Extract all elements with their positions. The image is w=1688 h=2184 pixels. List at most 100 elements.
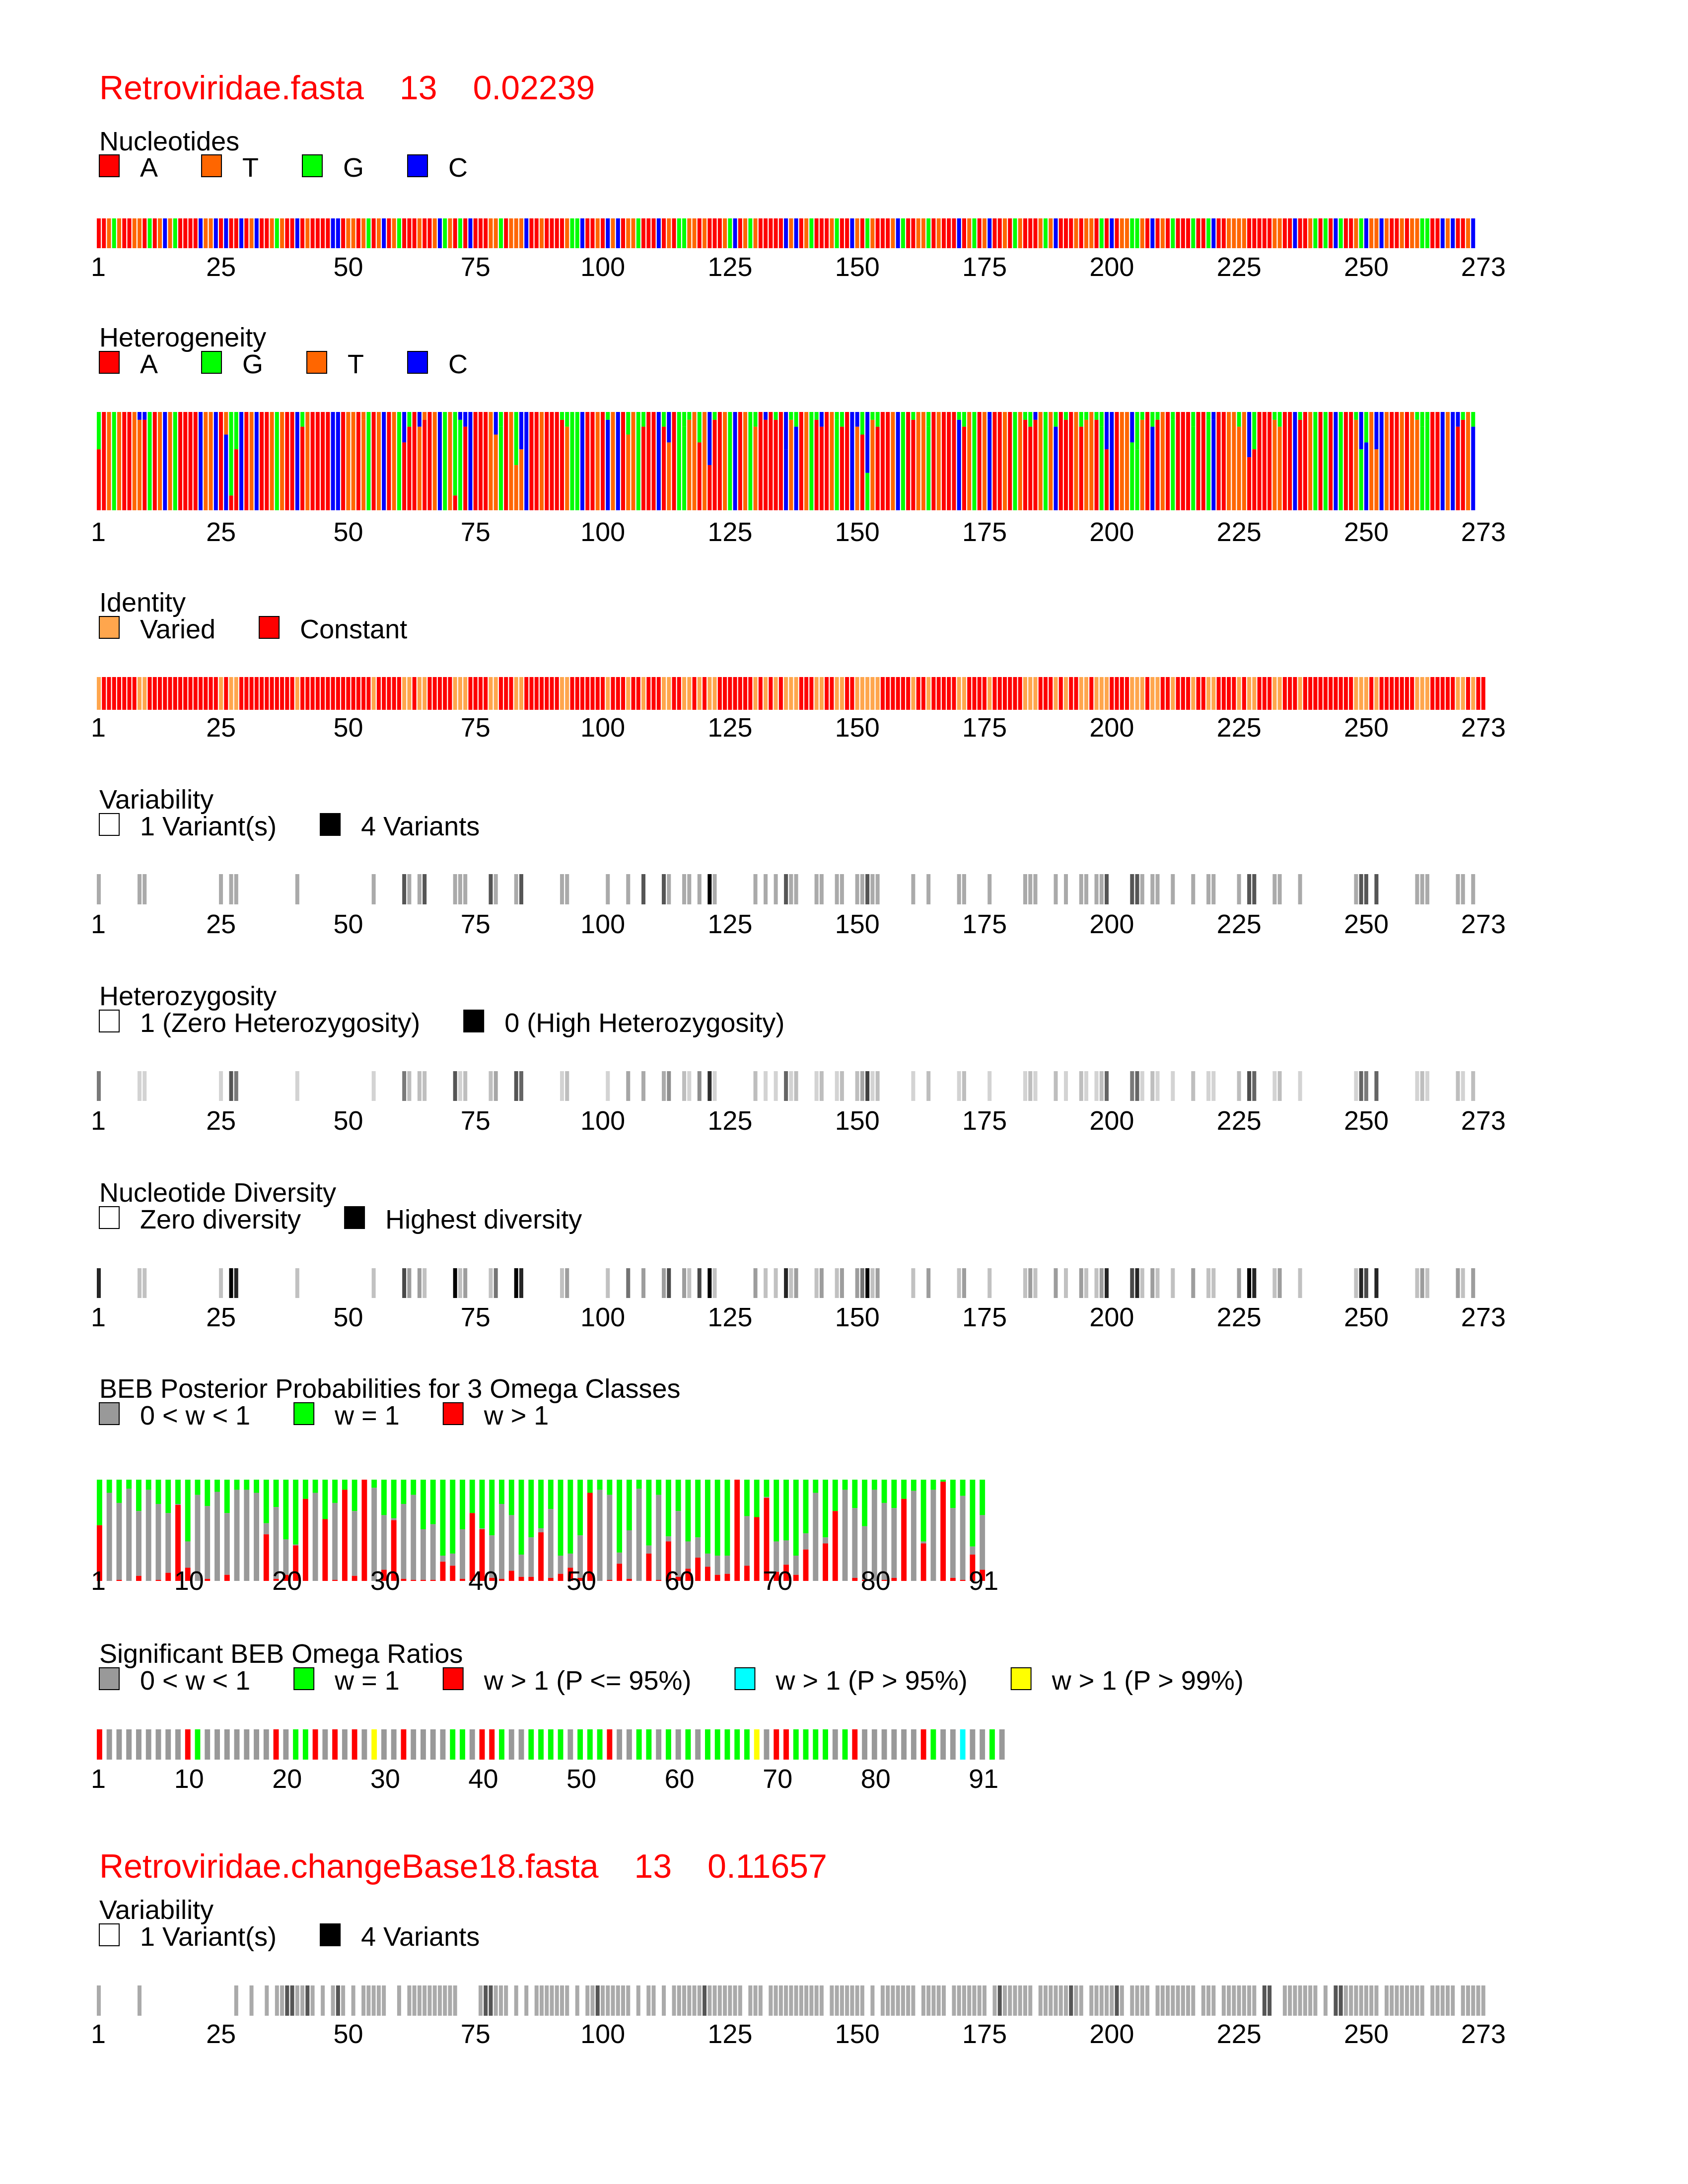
heterogeneity-major-bar	[122, 412, 127, 510]
nucleotide-bar	[921, 218, 925, 248]
significant-omega-bar	[430, 1729, 436, 1760]
heterozygosity-bar	[1298, 1071, 1302, 1101]
beb-w-eq-1-bar	[832, 1480, 838, 1511]
heterogeneity-major-bar	[315, 412, 320, 510]
beb-w-eq-1-bar	[587, 1480, 593, 1493]
identity-bar	[1008, 677, 1012, 710]
variability-bar	[1288, 1985, 1292, 2016]
identity-bar	[310, 677, 315, 710]
axis-tick-label: 60	[665, 1566, 695, 1596]
legend-label: Constant	[300, 614, 407, 644]
legend-label: T	[242, 153, 259, 183]
identity-bar	[427, 677, 432, 710]
heterogeneity-minor-bar	[560, 412, 564, 420]
nucleotide-bar	[453, 218, 457, 248]
legend-label: w = 1	[334, 1666, 400, 1696]
significant-omega-bar	[960, 1729, 966, 1760]
beb-w-eq-1-bar	[548, 1480, 554, 1509]
axis-tick-label: 225	[1217, 1302, 1262, 1332]
beb-w-gt-1-bar	[332, 1579, 338, 1581]
heterogeneity-major-bar	[1400, 412, 1404, 510]
variability-bar	[926, 874, 931, 904]
nucleotide-bar	[906, 218, 911, 248]
nucleotide-bar	[1338, 218, 1343, 248]
nucleotide-bar	[265, 218, 269, 248]
identity-bar	[957, 677, 961, 710]
variability-bar	[1206, 874, 1211, 904]
diversity-bar	[626, 1268, 631, 1298]
identity-bar	[315, 677, 320, 710]
beb-w-lt-1-bar	[636, 1489, 642, 1581]
legend-label: A	[140, 153, 158, 183]
variability-bar	[1191, 874, 1196, 904]
heterogeneity-major-bar	[784, 449, 788, 510]
nucleotide-bar	[209, 218, 213, 248]
identity-bar	[1293, 677, 1297, 710]
variability-bar	[1435, 1985, 1440, 2016]
variability-bar	[1456, 874, 1460, 904]
heterogeneity-major-bar	[870, 419, 875, 510]
identity-bar	[1318, 677, 1323, 710]
identity-bar	[1308, 677, 1313, 710]
nucleotide-bar	[1318, 218, 1323, 248]
nucleotide-bar	[1145, 218, 1150, 248]
variability-bar	[504, 1985, 508, 2016]
heterogeneity-major-bar	[152, 412, 157, 510]
identity-bar	[972, 677, 977, 710]
identity-bar	[1435, 677, 1440, 710]
beb-w-eq-1-bar	[744, 1480, 750, 1516]
nucleotide-bar	[407, 218, 412, 248]
significant-omega-bar	[764, 1729, 770, 1760]
identity-bar	[1044, 677, 1048, 710]
variability-bar	[962, 1985, 966, 2016]
beb-w-lt-1-bar	[205, 1506, 211, 1579]
variability-bar	[1461, 874, 1465, 904]
identity-bar	[147, 677, 152, 710]
identity-bar	[753, 677, 758, 710]
variability-bar	[351, 1985, 355, 2016]
identity-bar	[295, 677, 299, 710]
variability-bar	[1364, 874, 1368, 904]
heterogeneity-minor-bar	[1354, 412, 1358, 420]
diversity-bar	[682, 1268, 687, 1298]
variability-bar	[809, 1985, 814, 2016]
diversity-bar	[697, 1268, 702, 1298]
identity-bar	[458, 677, 462, 710]
variability-bar	[687, 874, 692, 904]
heterozygosity-bar	[1028, 1071, 1033, 1101]
legend-swatch	[302, 154, 323, 177]
significant-omega-bar	[587, 1729, 593, 1760]
diversity-bar	[860, 1268, 864, 1298]
variability-bar	[626, 874, 631, 904]
variability-bar	[1044, 1985, 1048, 2016]
heterogeneity-major-bar	[117, 412, 122, 510]
axis-tick-label: 91	[969, 1764, 998, 1794]
nucleotide-bar	[132, 218, 137, 248]
significant-omega-bar	[391, 1729, 397, 1760]
identity-bar	[845, 677, 849, 710]
axis-tick-label: 70	[763, 1566, 792, 1596]
beb-w-eq-1-bar	[558, 1480, 563, 1556]
identity-bar	[738, 677, 742, 710]
variability-bar	[1282, 1985, 1287, 2016]
identity-bar	[616, 677, 620, 710]
axis-tick-label: 70	[763, 1764, 792, 1794]
variability-bar	[1160, 1985, 1165, 2016]
variability-bar	[667, 874, 671, 904]
nucleotide-bar	[387, 218, 391, 248]
nucleotide-bar	[947, 218, 951, 248]
significant-omega-bar	[558, 1729, 563, 1760]
heterogeneity-major-bar	[987, 419, 992, 510]
identity-bar	[733, 677, 737, 710]
heterogeneity-major-bar	[809, 412, 814, 510]
track-bars	[97, 1985, 1485, 2016]
variability-bar	[1130, 874, 1134, 904]
beb-w-lt-1-bar	[548, 1509, 554, 1578]
axis-tick-label: 225	[1217, 252, 1262, 282]
identity-bar	[1110, 677, 1114, 710]
heterogeneity-major-bar	[840, 426, 844, 510]
legend: 1 (Zero Heterozygosity) 0 (High Heterozyg…	[99, 1008, 784, 1038]
identity-bar	[621, 677, 626, 710]
nucleotide-bar	[585, 218, 590, 248]
